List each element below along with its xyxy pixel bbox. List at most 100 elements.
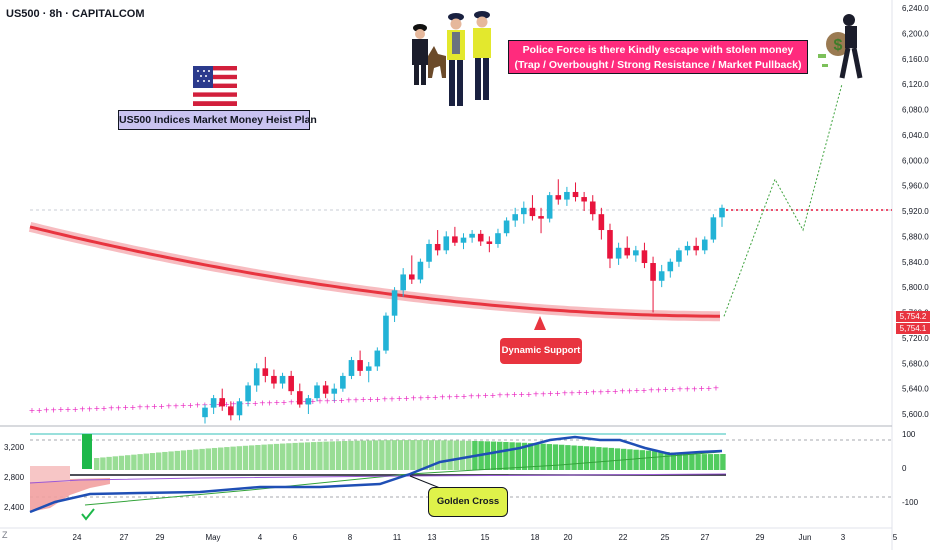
sar-dot: + [626, 386, 633, 395]
candle [262, 356, 269, 383]
projection-path [723, 83, 843, 317]
price-axis-tick: 5,880.0 [902, 232, 929, 241]
dynamic-support-label: Dynamic Support [500, 338, 582, 364]
sar-dot: + [216, 400, 223, 409]
price-axis-tick: 5,800.0 [902, 283, 929, 292]
candle [503, 217, 510, 237]
candle [495, 228, 501, 248]
x-axis-tick: 24 [73, 533, 82, 542]
golden-cross-label: Golden Cross [428, 487, 508, 517]
sar-dot: + [633, 386, 640, 395]
candle [719, 204, 725, 227]
candle [607, 223, 613, 269]
price-axis-tick: 6,000.0 [902, 156, 929, 165]
sar-dot: + [605, 387, 612, 396]
sar-dot: + [504, 390, 511, 399]
candle [400, 268, 406, 297]
sar-dot: + [410, 394, 417, 403]
sar-dot: + [79, 405, 86, 414]
candle [555, 179, 562, 205]
osc-bar [106, 456, 112, 470]
osc-bar [156, 452, 162, 470]
osc-bar [218, 447, 224, 470]
sar-dot: + [50, 405, 57, 414]
sar-dot: + [547, 389, 554, 398]
osc-bar [571, 445, 577, 470]
osc-bar [497, 441, 503, 470]
osc-bar [149, 453, 156, 470]
osc-bar [280, 443, 286, 470]
sar-dot: + [338, 396, 345, 405]
candle [615, 242, 622, 265]
osc-left-tick: 2,400 [4, 503, 25, 512]
candle [219, 388, 226, 411]
candle [391, 287, 398, 323]
sar-dot: + [194, 401, 201, 410]
osc-bar [528, 443, 534, 470]
x-axis-tick: 4 [258, 533, 263, 542]
sar-dot: + [137, 403, 144, 412]
police-officers-icon [412, 11, 491, 106]
sar-dot: + [72, 405, 79, 414]
osc-bar [447, 440, 453, 470]
sar-dot: + [489, 391, 496, 400]
osc-right-tick: 100 [902, 430, 916, 439]
candle [322, 381, 329, 399]
osc-bar [559, 444, 565, 470]
sar-dot: + [324, 396, 331, 405]
sar-dot: + [281, 398, 288, 407]
sar-dot: + [309, 397, 316, 406]
police-warning-line1: Police Force is there Kindly escape with… [522, 44, 794, 56]
sar-dot: + [497, 391, 504, 400]
osc-bar [187, 449, 193, 470]
candle [538, 207, 544, 234]
sar-dot: + [180, 401, 187, 410]
moving-average-band [28, 222, 720, 322]
osc-bar [267, 444, 273, 470]
sar-dot: + [158, 402, 165, 411]
candle [314, 382, 320, 402]
sar-dot: + [576, 388, 583, 397]
osc-bar [131, 454, 137, 470]
osc-bar [385, 440, 391, 470]
sar-dot: + [583, 388, 590, 397]
sar-dot: + [165, 402, 172, 411]
sar-dot: + [273, 398, 280, 407]
osc-bar [552, 444, 559, 470]
sar-dot: + [230, 400, 237, 409]
osc-bar [292, 442, 298, 470]
candle [210, 394, 217, 414]
osc-left-tick: 3,200 [4, 443, 25, 452]
sar-dot: + [569, 388, 576, 397]
sar-dot: + [518, 390, 525, 399]
osc-bar [652, 451, 658, 470]
osc-bar [174, 450, 180, 470]
price-axis-tick: 6,080.0 [902, 106, 929, 115]
osc-green-spike [82, 434, 92, 469]
osc-bar [94, 458, 100, 470]
x-axis-tick: 29 [756, 533, 765, 542]
price-axis-tick: 6,160.0 [902, 55, 929, 64]
sar-dot: + [461, 392, 468, 401]
price-axis-tick: 5,840.0 [902, 258, 929, 267]
candle [521, 201, 527, 224]
osc-bar [441, 440, 447, 470]
osc-bar [404, 440, 410, 470]
candle [650, 256, 656, 313]
osc-left-tick: 2,800 [4, 473, 25, 482]
candle [486, 236, 493, 253]
osc-bar [565, 445, 571, 470]
osc-bar [689, 453, 695, 470]
osc-bar [453, 440, 459, 470]
sar-dot: + [684, 385, 691, 394]
sar-dot: + [439, 393, 446, 402]
candle [236, 398, 243, 421]
candle [296, 383, 303, 408]
osc-bar [546, 444, 552, 470]
candle [710, 214, 717, 243]
sar-dot: + [590, 388, 597, 397]
sar-dot: + [389, 394, 396, 403]
candle [253, 363, 260, 392]
sar-dot: + [108, 404, 115, 413]
osc-bar [242, 445, 249, 470]
